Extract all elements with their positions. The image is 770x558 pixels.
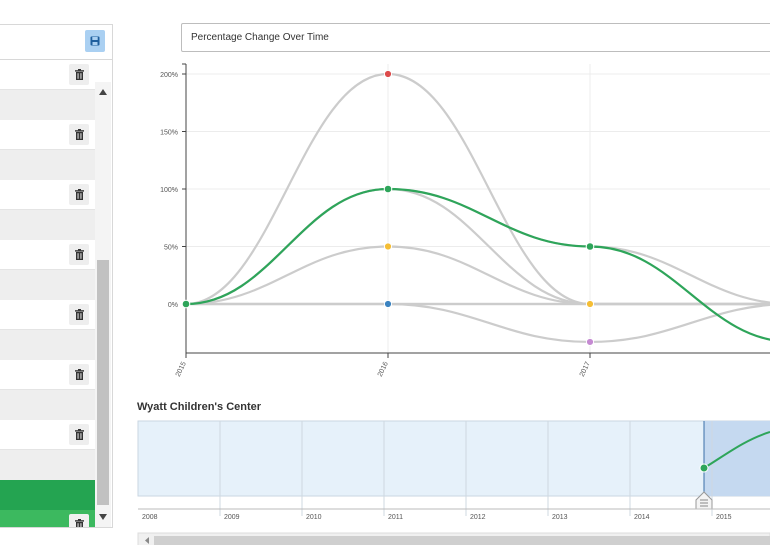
list-header [0, 25, 112, 60]
navigator-year-label: 2012 [470, 514, 486, 521]
list-row[interactable] [0, 330, 95, 360]
list-row[interactable] [0, 90, 95, 120]
delete-button[interactable] [69, 514, 89, 527]
list-row[interactable] [0, 420, 95, 450]
list-row[interactable] [0, 450, 95, 480]
navigator-year-label: 2013 [552, 514, 568, 521]
delete-button[interactable] [69, 124, 89, 145]
navigator-year-label: 2010 [306, 514, 322, 521]
navigator-year-label: 2015 [716, 514, 732, 521]
trash-icon [74, 519, 84, 527]
list-row[interactable] [0, 150, 95, 180]
highlighted-series-line [185, 187, 770, 341]
data-point [585, 337, 595, 347]
list-row[interactable] [0, 240, 95, 270]
navigator-data-point [699, 463, 709, 473]
list-row[interactable] [0, 300, 95, 330]
navigator-year-label: 2011 [388, 514, 403, 521]
scroll-down-arrow-icon[interactable] [95, 510, 111, 524]
y-tick-label: 50% [164, 245, 178, 252]
navigator-background [137, 420, 770, 497]
y-tick-label: 200% [160, 72, 178, 79]
trash-icon [74, 369, 84, 380]
data-point [383, 69, 393, 79]
trash-icon [74, 309, 84, 320]
delete-button[interactable] [69, 64, 89, 85]
navigator-scrollbar-thumb[interactable] [154, 536, 770, 545]
list-row[interactable] [0, 120, 95, 150]
list-row[interactable] [0, 510, 95, 527]
navigator-series-line [703, 431, 770, 469]
series-line [185, 302, 770, 344]
list-row[interactable] [0, 360, 95, 390]
delete-button[interactable] [69, 304, 89, 325]
navigator-year-label: 2014 [634, 514, 650, 521]
navigator-selected-range[interactable] [704, 421, 770, 496]
trash-icon [74, 69, 84, 80]
delete-button[interactable] [69, 184, 89, 205]
series-line [185, 245, 770, 306]
delete-button[interactable] [69, 244, 89, 265]
trash-icon [74, 249, 84, 260]
list-rows [0, 60, 95, 527]
list-panel [0, 24, 113, 528]
scroll-up-arrow-icon[interactable] [95, 85, 111, 99]
list-row[interactable] [0, 390, 95, 420]
navigator-title: Wyatt Children's Center [137, 401, 262, 413]
trash-icon [74, 189, 84, 200]
navigator-year-label: 2008 [142, 514, 158, 521]
navigator-year-label: 2009 [224, 514, 240, 521]
data-point [585, 299, 595, 309]
delete-button[interactable] [69, 364, 89, 385]
trash-icon [74, 429, 84, 440]
percentage-change-chart: 0%50%100%150%200%2015201620172018 [160, 63, 770, 378]
save-icon [90, 36, 100, 46]
list-row[interactable] [0, 180, 95, 210]
x-tick-label: 2016 [377, 361, 390, 378]
trash-icon [74, 129, 84, 140]
list-row[interactable] [0, 60, 95, 90]
x-tick-label: 2015 [175, 361, 188, 378]
list-row[interactable] [0, 480, 95, 510]
y-tick-label: 0% [168, 302, 178, 309]
list-row[interactable] [0, 210, 95, 240]
chart-title-box[interactable]: Percentage Change Over Time [181, 23, 770, 52]
list-row[interactable] [0, 270, 95, 300]
highlighted-data-point [383, 184, 393, 194]
list-scrollbar[interactable] [95, 82, 111, 527]
scroll-thumb[interactable] [97, 260, 109, 505]
x-tick-label: 2017 [579, 361, 592, 378]
scroll-left-arrow-icon[interactable] [145, 537, 149, 544]
y-tick-label: 150% [160, 130, 178, 137]
highlighted-data-point [181, 299, 191, 309]
save-button[interactable] [85, 30, 105, 52]
delete-button[interactable] [69, 424, 89, 445]
timeline-navigator[interactable]: 2008 2009 2010 2011 2012 2013 2014 2015 [130, 415, 770, 545]
highlighted-data-point [585, 242, 595, 251]
y-tick-label: 100% [160, 187, 178, 194]
data-point [383, 299, 393, 309]
data-point [383, 242, 393, 251]
